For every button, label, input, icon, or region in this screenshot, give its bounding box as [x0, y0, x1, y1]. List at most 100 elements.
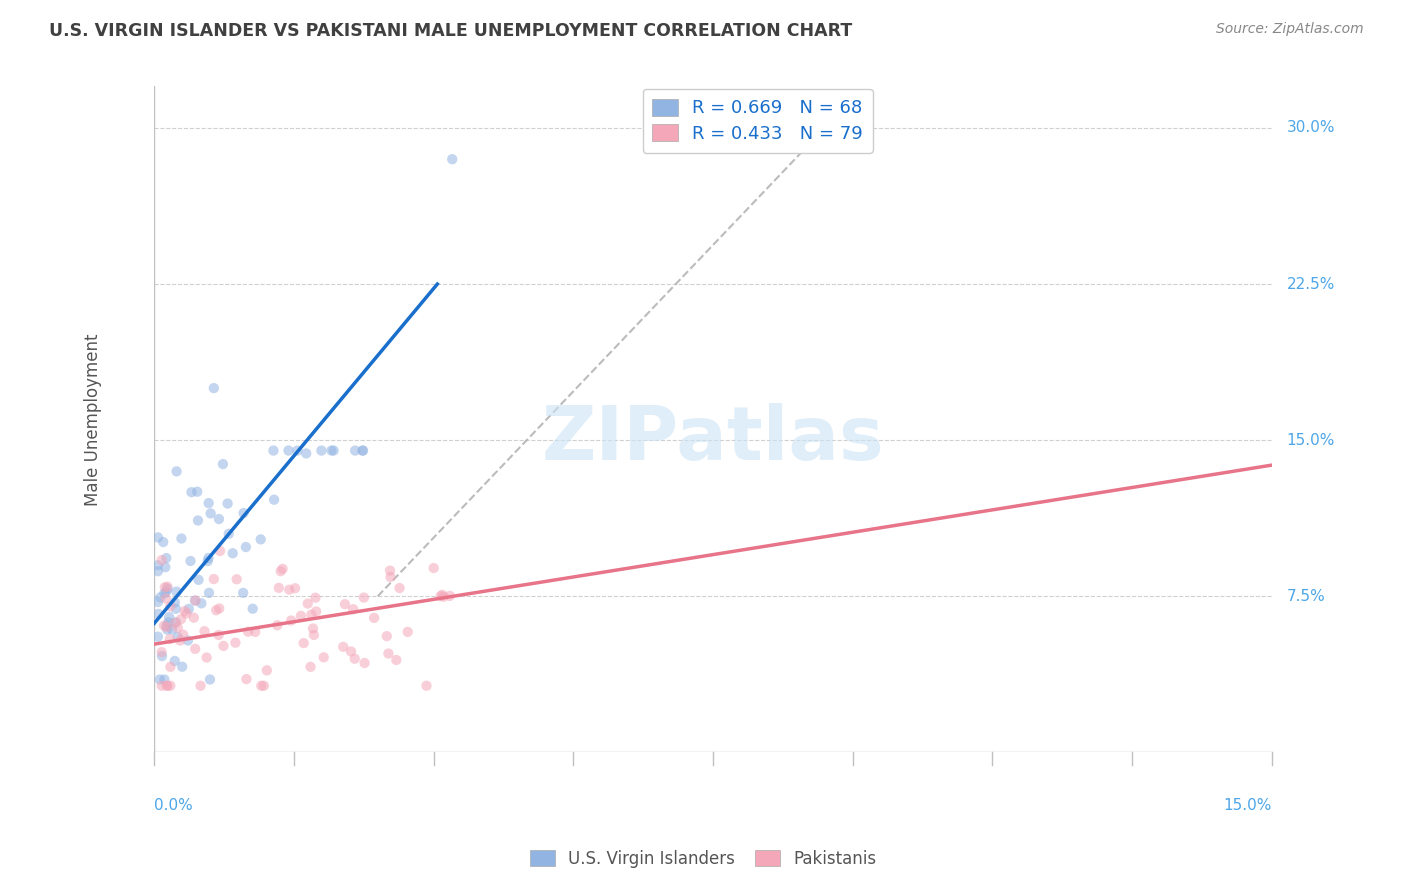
Point [177, 633, 200, 648]
Point [148, 607, 170, 621]
Point [146, 558, 169, 573]
Point [304, 591, 326, 605]
Point [155, 560, 177, 574]
Point [311, 443, 333, 458]
Point [302, 628, 325, 642]
Point [159, 679, 181, 693]
Point [160, 623, 183, 637]
Point [198, 673, 221, 687]
Point [200, 507, 222, 521]
Point [253, 679, 276, 693]
Point [183, 610, 205, 624]
Point [165, 602, 187, 616]
Point [441, 152, 464, 166]
Point [266, 618, 288, 632]
Point [157, 615, 180, 630]
Point [235, 672, 257, 686]
Point [150, 649, 173, 664]
Point [232, 506, 254, 520]
Point [150, 679, 173, 693]
Point [292, 636, 315, 650]
Point [146, 595, 169, 609]
Text: ZIPatlas: ZIPatlas [541, 403, 884, 475]
Point [433, 590, 456, 604]
Point [184, 641, 207, 656]
Point [245, 624, 267, 639]
Point [280, 614, 302, 628]
Text: U.S. VIRGIN ISLANDER VS PAKISTANI MALE UNEMPLOYMENT CORRELATION CHART: U.S. VIRGIN ISLANDER VS PAKISTANI MALE U… [49, 22, 852, 40]
Point [166, 630, 188, 644]
Point [415, 679, 437, 693]
Point [156, 623, 179, 637]
Point [284, 581, 307, 595]
Point [388, 581, 411, 595]
Point [217, 497, 239, 511]
Point [332, 640, 354, 654]
Point [262, 443, 284, 458]
Point [184, 593, 207, 607]
Point [271, 562, 294, 576]
Point [212, 639, 235, 653]
Point [198, 586, 221, 600]
Point [422, 561, 444, 575]
Point [378, 564, 401, 578]
Point [156, 679, 179, 693]
Point [295, 446, 318, 460]
Text: 0.0%: 0.0% [155, 798, 193, 814]
Point [170, 612, 193, 626]
Point [169, 633, 191, 648]
Point [187, 513, 209, 527]
Legend: U.S. Virgin Islanders, Pakistanis: U.S. Virgin Islanders, Pakistanis [523, 844, 883, 875]
Point [153, 618, 176, 632]
Point [232, 586, 254, 600]
Point [249, 533, 271, 547]
Point [173, 604, 195, 618]
Point [159, 660, 181, 674]
Point [263, 492, 285, 507]
Point [197, 554, 219, 568]
Point [218, 526, 240, 541]
Point [297, 597, 319, 611]
Point [380, 570, 402, 584]
Point [277, 443, 299, 458]
Point [344, 443, 367, 458]
Point [155, 584, 177, 599]
Point [156, 580, 179, 594]
Point [146, 564, 169, 578]
Point [180, 485, 202, 500]
Point [146, 531, 169, 545]
Point [172, 627, 194, 641]
Point [375, 629, 398, 643]
Point [153, 586, 176, 600]
Point [208, 601, 231, 615]
Point [159, 599, 181, 614]
Point [285, 443, 308, 458]
Point [180, 554, 202, 568]
Text: 15.0%: 15.0% [1286, 433, 1336, 448]
Point [156, 679, 179, 693]
Point [157, 610, 180, 624]
Text: 15.0%: 15.0% [1223, 798, 1272, 814]
Point [149, 673, 172, 687]
Point [235, 540, 257, 554]
Point [186, 484, 208, 499]
Point [165, 615, 187, 630]
Point [150, 645, 173, 659]
Point [363, 611, 385, 625]
Point [195, 650, 218, 665]
Point [156, 582, 179, 596]
Point [190, 679, 212, 693]
Point [270, 564, 292, 578]
Point [302, 622, 325, 636]
Point [150, 553, 173, 567]
Point [236, 624, 259, 639]
Point [385, 653, 408, 667]
Point [242, 601, 264, 615]
Point [321, 443, 343, 458]
Point [342, 602, 364, 616]
Point [432, 588, 454, 602]
Text: Male Unemployment: Male Unemployment [84, 333, 101, 506]
Point [166, 621, 188, 635]
Point [197, 496, 219, 510]
Point [190, 596, 212, 610]
